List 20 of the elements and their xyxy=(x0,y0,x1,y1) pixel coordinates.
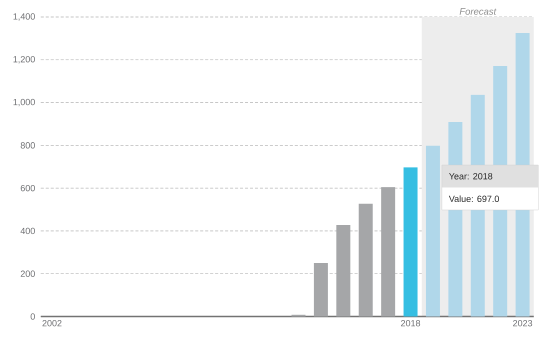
bar xyxy=(426,146,440,316)
band-label: Forecast xyxy=(460,8,497,15)
y-tick-label: 1,200 xyxy=(14,56,35,64)
bar xyxy=(381,187,396,316)
bar xyxy=(336,224,350,316)
bar xyxy=(404,167,418,316)
y-tick-label: 1,000 xyxy=(14,98,35,106)
x-tick-label: 2023 xyxy=(513,320,532,326)
y-tick-label: 0 xyxy=(30,313,35,320)
y-tick-label: 600 xyxy=(20,184,35,192)
x-tick-label: 2018 xyxy=(401,320,420,326)
y-tick-label: 1,400 xyxy=(14,13,35,21)
annotation: Year: 2018 xyxy=(449,173,492,180)
bar xyxy=(314,263,328,316)
y-tick-label: 400 xyxy=(20,228,35,234)
bar xyxy=(358,204,373,316)
y-tick-label: 800 xyxy=(20,142,35,149)
y-tick-label: 200 xyxy=(20,270,35,277)
annotation: Value: 697.0 xyxy=(448,195,500,202)
x-tick-label: 2002 xyxy=(42,320,62,326)
